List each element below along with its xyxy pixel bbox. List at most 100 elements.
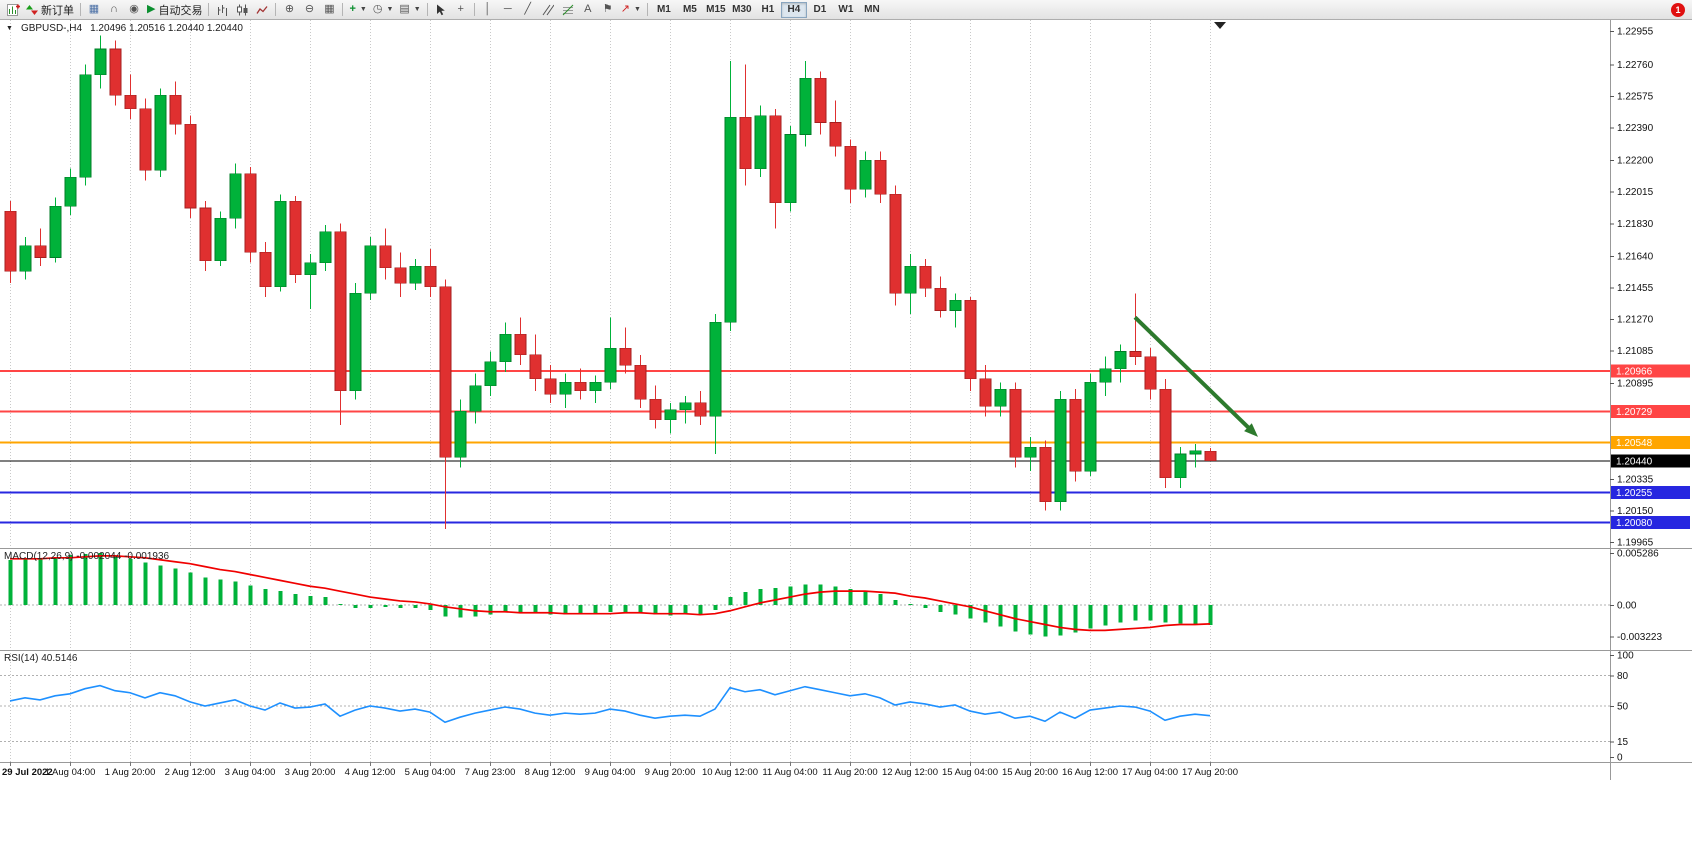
rsi-tick-label: 50 [1617, 702, 1629, 713]
tile-windows-button[interactable]: ▦ [319, 1, 339, 19]
candle [559, 381, 572, 395]
profiles-icon: ▦ [88, 3, 100, 15]
candle [904, 265, 917, 294]
crosshair-button[interactable]: + [451, 1, 471, 19]
headset-icon: ∩ [110, 3, 118, 15]
time-axis-label: 7 Aug 23:00 [465, 767, 516, 778]
candle [544, 378, 557, 395]
trend-arrow-head[interactable] [1244, 423, 1258, 437]
timeframe-m30-button[interactable]: M30 [729, 2, 755, 18]
timeframe-mn-button[interactable]: MN [859, 2, 885, 18]
candlestick-chart-button[interactable] [232, 1, 252, 19]
price-label-text: 1.20966 [1616, 366, 1653, 377]
chevron-down-icon: ▼ [359, 6, 367, 13]
timeframe-m5-button[interactable]: M5 [677, 2, 703, 18]
market-watch-button[interactable]: ∩ [104, 1, 124, 19]
candle [499, 334, 512, 363]
candle [769, 115, 782, 204]
price-label-box [1611, 515, 1690, 529]
time-axis-label: 17 Aug 04:00 [1122, 767, 1178, 778]
indicators-button[interactable]: + ▼ [346, 1, 369, 19]
price-axis-background[interactable] [1611, 20, 1692, 780]
horizontal-line-button[interactable]: ─ [498, 1, 518, 19]
candle [964, 299, 977, 380]
chart-shift-marker[interactable] [1214, 22, 1226, 29]
chart-background[interactable] [0, 20, 1692, 780]
timeframe-m15-button[interactable]: M15 [703, 2, 729, 18]
main-toolbar: 新订单 ▦ ∩ ◉ ▶ 自动交易 ⊕ ⊖ ▦ + ▼ ◷ ▼ ▤ ▼ [0, 0, 1692, 20]
new-chart-icon [6, 3, 20, 16]
candle [169, 94, 182, 125]
label-button[interactable]: ⚑ [598, 1, 618, 19]
time-axis-label: 17 Aug 20:00 [1182, 767, 1238, 778]
timeframe-h1-button[interactable]: H1 [755, 2, 781, 18]
channel-icon [542, 4, 554, 16]
toolbar-separator [275, 3, 277, 16]
horizontal-line-icon: ─ [503, 3, 512, 15]
autotrade-button[interactable]: ▶ 自动交易 [144, 1, 205, 19]
price-tick-label: 1.21455 [1617, 283, 1654, 294]
candle [1024, 446, 1037, 458]
channel-button[interactable] [538, 1, 558, 19]
notifications-badge[interactable]: 1 [1671, 2, 1685, 17]
cursor-icon [436, 4, 446, 16]
candle [124, 94, 137, 110]
price-label-text: 1.20255 [1616, 488, 1653, 499]
candle [139, 108, 152, 171]
zoom-out-button[interactable]: ⊖ [299, 1, 319, 19]
candle [1099, 368, 1112, 383]
autotrade-play-icon: ▶ [147, 3, 156, 15]
timeframe-w1-button[interactable]: W1 [833, 2, 859, 18]
candle [514, 334, 527, 356]
candle [1129, 351, 1142, 357]
time-axis-label: 9 Aug 04:00 [585, 767, 636, 778]
vertical-line-button[interactable]: │ [478, 1, 498, 19]
time-axis-label: 16 Aug 12:00 [1062, 767, 1118, 778]
text-icon: A [584, 3, 592, 15]
periods-button[interactable]: ◷ ▼ [370, 1, 397, 19]
candle [154, 94, 167, 171]
trend-arrow[interactable] [1133, 315, 1254, 433]
zoom-in-button[interactable]: ⊕ [279, 1, 299, 19]
candle [649, 399, 662, 421]
candle [589, 381, 602, 392]
navigator-button[interactable]: ◉ [124, 1, 144, 19]
trendline-button[interactable]: ╱ [518, 1, 538, 19]
bar-chart-button[interactable] [212, 1, 232, 19]
price-tick-label: 1.20335 [1617, 474, 1654, 485]
new-order-button[interactable]: 新订单 [23, 1, 77, 19]
candle [679, 402, 692, 410]
autotrade-label: 自动交易 [158, 4, 203, 17]
time-axis-label: 9 Aug 20:00 [645, 767, 696, 778]
templates-button[interactable]: ▤ ▼ [396, 1, 423, 19]
line-chart-icon [256, 4, 268, 16]
profiles-button[interactable]: ▦ [84, 1, 104, 19]
rsi-tick-label: 0 [1617, 752, 1623, 763]
rsi-line [9, 684, 1211, 724]
candle [244, 173, 257, 253]
candle [979, 378, 992, 407]
timeframe-h4-button[interactable]: H4 [780, 1, 807, 18]
chart-canvas[interactable]: 1.22955 1.22760 1.22575 1.22390 1.22200 1.220… [0, 20, 1692, 780]
macd-tick-label: 0.00 [1617, 600, 1637, 611]
candle [934, 287, 947, 311]
candle [844, 146, 857, 190]
arrows-button[interactable]: ↗ ▼ [618, 1, 644, 19]
new-chart-button[interactable] [3, 1, 23, 19]
candle [889, 193, 902, 294]
timeframe-d1-button[interactable]: D1 [807, 2, 833, 18]
fibonacci-button[interactable] [558, 1, 578, 19]
cursor-button[interactable] [431, 1, 451, 19]
rsi-tick-label: 100 [1617, 651, 1634, 662]
toolbar-separator [426, 3, 428, 16]
candle [49, 205, 62, 258]
chart-menu-icon[interactable]: ▼ [6, 25, 13, 32]
candle [319, 231, 332, 263]
candle [574, 381, 587, 392]
candle [79, 74, 92, 178]
candle [694, 402, 707, 417]
text-button[interactable]: A [578, 1, 598, 19]
timeframe-m1-button[interactable]: M1 [651, 2, 677, 18]
line-chart-button[interactable] [252, 1, 272, 19]
candle [379, 245, 392, 269]
